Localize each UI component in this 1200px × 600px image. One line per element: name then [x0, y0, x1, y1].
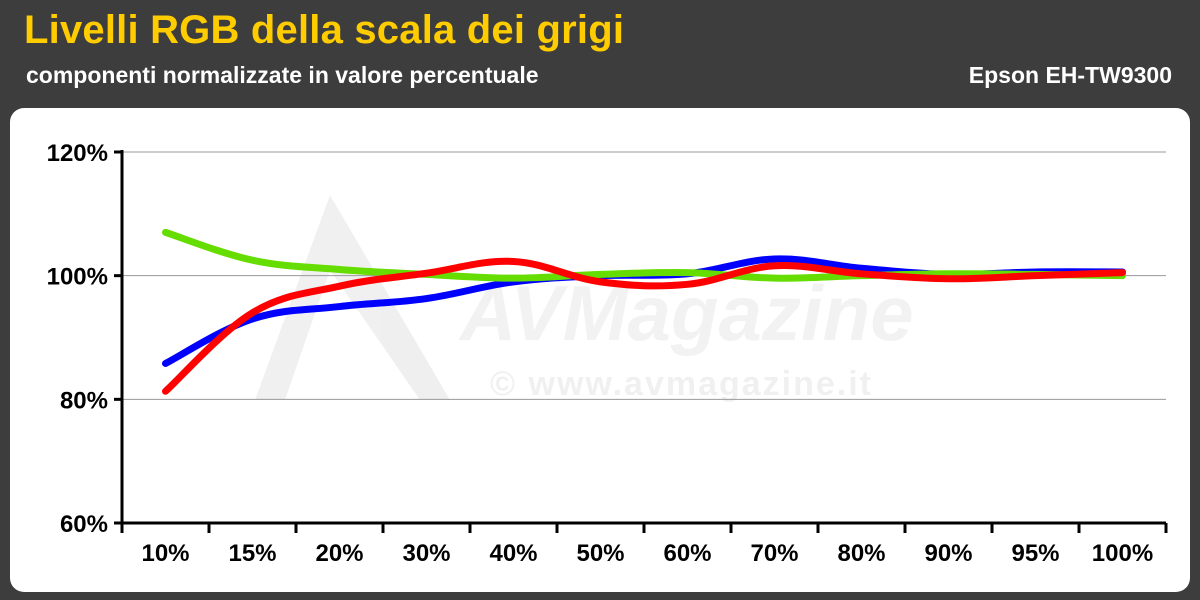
- y-tick-label: 80%: [60, 387, 108, 414]
- x-tick-label: 100%: [1092, 540, 1153, 567]
- y-tick-label: 120%: [47, 140, 108, 167]
- x-tick-label: 15%: [228, 540, 276, 567]
- x-tick-label: 60%: [663, 540, 711, 567]
- x-tick-label: 50%: [576, 540, 624, 567]
- x-tick-label: 70%: [750, 540, 798, 567]
- y-tick-label: 60%: [60, 511, 108, 538]
- chart-subtitle: componenti normalizzate in valore percen…: [26, 62, 539, 88]
- x-tick-label: 30%: [402, 540, 450, 567]
- series-line-3: [162, 257, 1126, 395]
- device-model-label: Epson EH-TW9300: [968, 62, 1172, 88]
- x-tick-label: 10%: [141, 540, 189, 567]
- x-tick-label: 20%: [315, 540, 363, 567]
- series-lines: [162, 228, 1126, 395]
- y-tick-label: 100%: [47, 264, 108, 291]
- y-tick-labels: 60% 80% 100% 120%: [47, 140, 108, 538]
- x-tick-label: 90%: [924, 540, 972, 567]
- watermark-logo: AVMagazine © www.avmagazine.it: [255, 195, 914, 403]
- x-tick-label: 80%: [837, 540, 885, 567]
- watermark-triangle-shape: [255, 195, 450, 400]
- x-tick-label: 95%: [1011, 540, 1059, 567]
- watermark-url-text: © www.avmagazine.it: [490, 365, 873, 403]
- chart-header: Livelli RGB della scala dei grigi compon…: [0, 0, 1200, 100]
- axes: [114, 150, 1168, 533]
- series-line-2: [162, 228, 1126, 282]
- x-tick-label: 40%: [489, 540, 537, 567]
- chart-title: Livelli RGB della scala dei grigi: [24, 8, 625, 52]
- x-tick-labels: 10% 15% 20% 30% 40% 50% 60% 70% 80% 90% 95% 100%: [141, 540, 1153, 567]
